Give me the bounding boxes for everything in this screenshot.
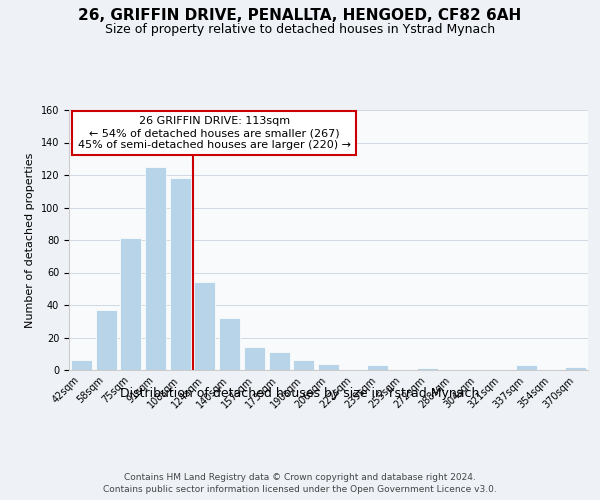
Bar <box>293 360 314 370</box>
Text: Contains HM Land Registry data © Crown copyright and database right 2024.: Contains HM Land Registry data © Crown c… <box>124 472 476 482</box>
Bar <box>71 360 92 370</box>
Bar <box>145 167 166 370</box>
Bar <box>367 365 388 370</box>
Bar <box>565 367 586 370</box>
Bar <box>417 368 438 370</box>
Bar <box>516 365 537 370</box>
Text: Distribution of detached houses by size in Ystrad Mynach: Distribution of detached houses by size … <box>121 388 479 400</box>
Bar <box>194 282 215 370</box>
Bar <box>95 310 116 370</box>
Y-axis label: Number of detached properties: Number of detached properties <box>25 152 35 328</box>
Text: Contains public sector information licensed under the Open Government Licence v3: Contains public sector information licen… <box>103 485 497 494</box>
Bar <box>120 238 141 370</box>
Bar <box>170 178 191 370</box>
Bar <box>219 318 240 370</box>
Text: 26, GRIFFIN DRIVE, PENALLTA, HENGOED, CF82 6AH: 26, GRIFFIN DRIVE, PENALLTA, HENGOED, CF… <box>79 8 521 22</box>
Bar <box>244 347 265 370</box>
Text: Size of property relative to detached houses in Ystrad Mynach: Size of property relative to detached ho… <box>105 22 495 36</box>
Text: 26 GRIFFIN DRIVE: 113sqm
← 54% of detached houses are smaller (267)
45% of semi-: 26 GRIFFIN DRIVE: 113sqm ← 54% of detach… <box>78 116 351 150</box>
Bar <box>269 352 290 370</box>
Bar <box>318 364 339 370</box>
